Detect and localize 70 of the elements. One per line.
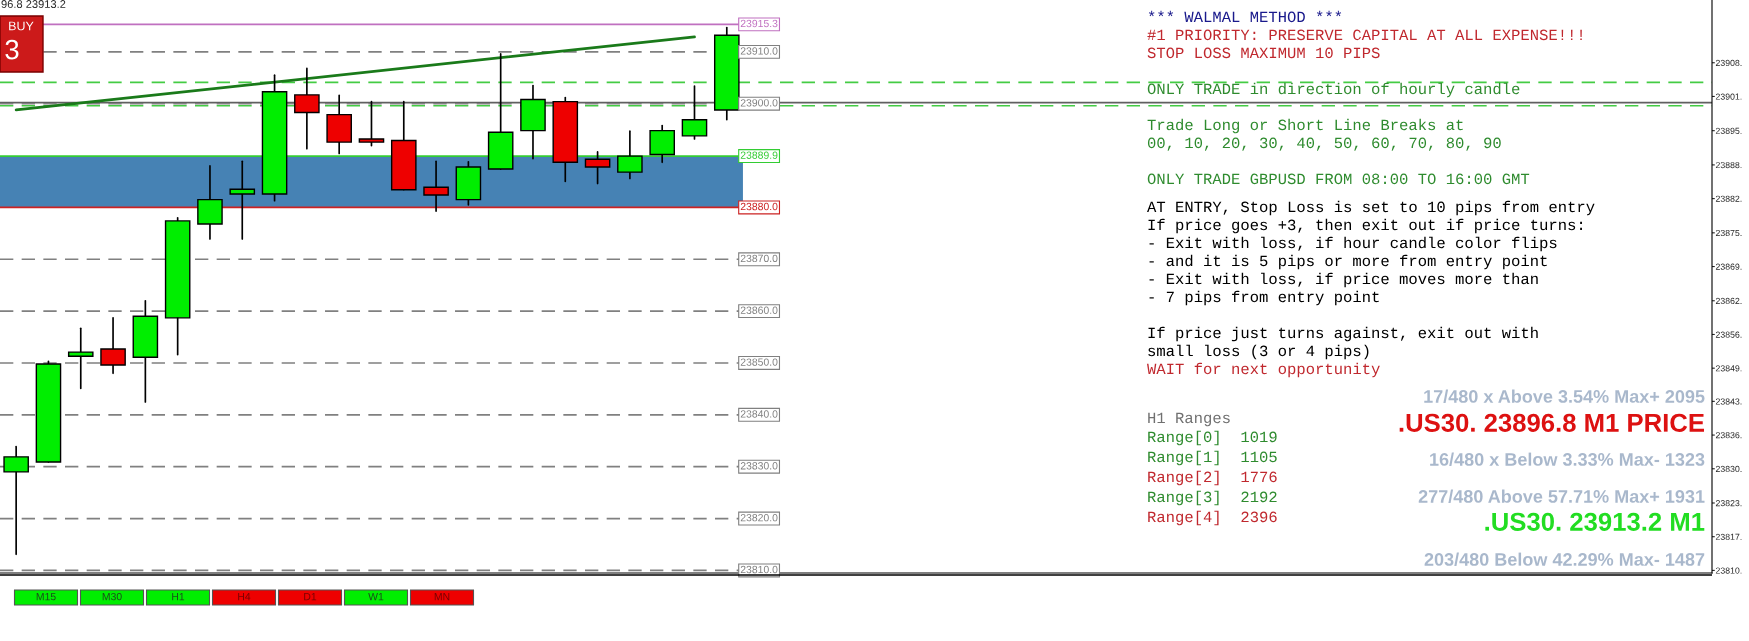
y-tick-label: 23875. bbox=[1715, 229, 1742, 237]
annotation: 3 bbox=[5, 39, 19, 60]
annotation: BUY bbox=[9, 21, 34, 31]
y-tick-label: 23862. bbox=[1715, 297, 1742, 305]
annotation: Range[4] 2396 bbox=[1148, 510, 1277, 526]
annotation: H1 Ranges bbox=[1148, 412, 1230, 427]
candlestick bbox=[358, 100, 385, 147]
ref-line-label: 23820.0 bbox=[740, 513, 778, 522]
category-label: H1 bbox=[172, 593, 185, 601]
ref-line-label: 23910.0 bbox=[740, 47, 778, 55]
y-tick-label: 23888. bbox=[1715, 161, 1742, 169]
ref-line-label: 23889.9 bbox=[740, 151, 778, 159]
annotation: 96.8 23913.2 bbox=[1, 0, 66, 8]
annotation: small loss (3 or 4 pips) bbox=[1148, 344, 1369, 360]
ref-line-label: 23870.0 bbox=[740, 254, 778, 263]
candlestick bbox=[584, 151, 611, 185]
annotation: - and it is 5 pips or more from entry point bbox=[1149, 254, 1547, 270]
y-tick-label: 23823. bbox=[1715, 500, 1742, 507]
annotation: 00, 10, 20, 30, 40, 50, 60, 70, 80, 90 bbox=[1147, 137, 1501, 151]
annotation: STOP LOSS MAXIMUM 10 PIPS bbox=[1147, 47, 1380, 59]
annotation: Range[1] 1105 bbox=[1148, 450, 1277, 466]
ref-line-label: 23880.0 bbox=[740, 202, 778, 211]
annotation: - Exit with loss, if price moves more than bbox=[1149, 272, 1538, 288]
y-tick-label: 23908. bbox=[1715, 59, 1742, 66]
ref-line-label: 23900.0 bbox=[740, 99, 778, 107]
category-label: M30 bbox=[102, 592, 122, 601]
y-tick-label: 23817. bbox=[1715, 533, 1742, 540]
annotation: *** WALMAL METHOD *** bbox=[1148, 10, 1342, 23]
annotation: - 7 pips from entry point bbox=[1149, 290, 1379, 306]
annotation: WAIT for next opportunity bbox=[1147, 362, 1380, 378]
annotation: 16/480 x Below 3.33% Max- 1323 bbox=[1430, 452, 1705, 467]
annotation: .US30. 23913.2 M1 bbox=[1485, 512, 1705, 531]
annotation: 203/480 Below 42.29% Max- 1487 bbox=[1424, 552, 1705, 567]
category-label: D1 bbox=[304, 593, 317, 601]
y-tick-label: 23901. bbox=[1715, 93, 1742, 100]
annotation: #1 PRIORITY: PRESERVE CAPITAL AT ALL EXPENSE!!! bbox=[1147, 29, 1582, 41]
ref-line-label: 23860.0 bbox=[740, 306, 778, 314]
annotation: If price goes +3, then exit out if price turns: bbox=[1148, 218, 1582, 234]
annotation: - Exit with loss, if hour candle color flips bbox=[1149, 236, 1557, 252]
annotation: Range[3] 2192 bbox=[1148, 490, 1277, 506]
category-label: M15 bbox=[36, 593, 56, 601]
y-tick-label: 23830. bbox=[1715, 465, 1742, 473]
annotation: AT ENTRY, Stop Loss is set to 10 pips from entry bbox=[1147, 200, 1595, 216]
annotation: ONLY TRADE GBPUSD FROM 08:00 TO 16:00 GMT bbox=[1147, 173, 1530, 185]
y-tick-label: 23836. bbox=[1715, 432, 1742, 439]
annotation: Range[2] 1776 bbox=[1148, 470, 1277, 486]
ref-line-label: 23850.0 bbox=[740, 358, 778, 366]
ref-line-label: 23915.3 bbox=[740, 19, 778, 28]
category-label: MN bbox=[434, 593, 450, 601]
ref-line-label: 23810.0 bbox=[740, 565, 778, 574]
y-tick-label: 23856. bbox=[1715, 331, 1742, 338]
annotation: ONLY TRADE in direction of hourly candle bbox=[1147, 82, 1520, 98]
annotation: 17/480 x Above 3.54% Max+ 2095 bbox=[1424, 389, 1705, 404]
y-tick-label: 23843. bbox=[1715, 398, 1742, 405]
y-tick-label: 23869. bbox=[1715, 263, 1742, 270]
category-label: H4 bbox=[238, 593, 251, 601]
annotation: .US30. 23896.8 M1 PRICE bbox=[1399, 413, 1705, 432]
annotation: 277/480 Above 57.71% Max+ 1931 bbox=[1418, 489, 1705, 504]
ref-line-label: 23840.0 bbox=[740, 410, 778, 418]
y-tick-label: 23895. bbox=[1715, 127, 1742, 134]
annotation: Range[0] 1019 bbox=[1148, 430, 1277, 446]
ref-line-label: 23830.0 bbox=[740, 462, 778, 470]
y-tick-label: 23849. bbox=[1715, 365, 1742, 372]
candlestick bbox=[67, 327, 94, 390]
y-tick-label: 23810. bbox=[1715, 567, 1742, 574]
candlestick bbox=[229, 160, 256, 240]
annotation: Trade Long or Short Line Breaks at bbox=[1147, 118, 1463, 134]
annotation: If price just turns against, exit out with bbox=[1148, 326, 1538, 342]
y-tick-label: 23882. bbox=[1715, 195, 1742, 202]
category-label: W1 bbox=[368, 593, 384, 601]
